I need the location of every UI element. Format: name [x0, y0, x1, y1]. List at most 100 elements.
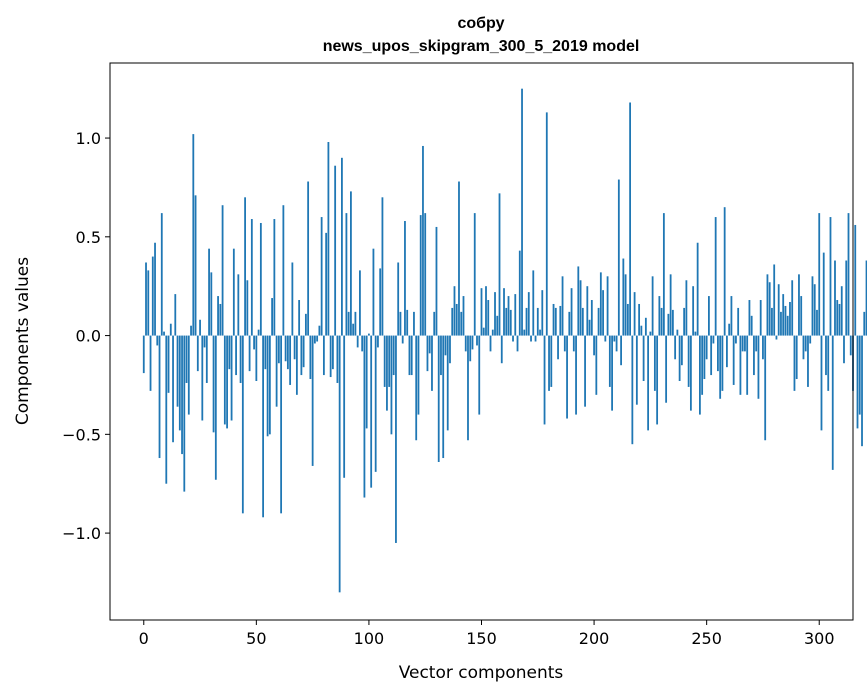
bar-60	[277, 335, 280, 364]
bar-101	[370, 335, 373, 488]
bar-293	[802, 335, 805, 360]
bar-229	[658, 296, 661, 336]
bar-135	[446, 335, 449, 431]
bar-196	[584, 335, 586, 407]
bar-214	[624, 274, 627, 336]
bar-171	[527, 292, 530, 336]
bar-250	[705, 335, 708, 360]
bar-22	[192, 134, 195, 336]
bar-163	[509, 309, 512, 336]
plot-frame	[109, 62, 854, 621]
bar-305	[829, 217, 832, 336]
bar-56	[268, 335, 271, 435]
bar-79	[320, 217, 323, 336]
bar-302	[822, 252, 825, 336]
bar-99	[365, 335, 368, 429]
bar-189	[568, 311, 571, 336]
bar-116	[404, 221, 406, 336]
x-tick-label: 0	[139, 629, 149, 648]
bar-215	[626, 303, 629, 336]
bar-246	[696, 242, 699, 336]
bar-314	[849, 335, 852, 356]
bar-15	[176, 335, 179, 407]
bar-13	[172, 335, 174, 443]
bar-141	[460, 311, 463, 336]
bar-94	[354, 311, 357, 336]
bar-316	[854, 224, 857, 336]
bar-278	[768, 282, 771, 336]
bar-16	[178, 335, 181, 431]
bar-98	[363, 335, 366, 498]
bar-274	[759, 300, 762, 336]
bar-272	[755, 335, 758, 352]
bar-287	[789, 302, 791, 336]
bar-317	[856, 335, 859, 429]
bar-45	[244, 197, 246, 336]
bar-273	[757, 335, 760, 399]
bar-165	[514, 294, 517, 336]
bar-24	[196, 335, 199, 372]
bar-129	[433, 311, 436, 336]
bar-241	[685, 280, 688, 336]
bar-97	[361, 335, 364, 352]
bar-161	[505, 307, 508, 336]
bar-48	[250, 219, 253, 336]
bar-95	[356, 335, 359, 348]
bar-83	[329, 335, 332, 378]
bar-230	[660, 307, 663, 336]
bar-122	[417, 335, 420, 415]
bar-36	[223, 335, 226, 425]
bar-106	[381, 197, 384, 336]
bar-195	[581, 307, 584, 336]
bar-47	[248, 335, 251, 372]
bar-69	[298, 300, 301, 336]
bar-35	[221, 205, 224, 336]
bar-236	[674, 335, 677, 360]
bar-111	[392, 335, 395, 376]
x-tick-label: 200	[579, 629, 610, 648]
bar-82	[327, 142, 330, 336]
bar-306	[831, 335, 834, 470]
bar-270	[750, 315, 753, 336]
bar-201	[595, 335, 598, 395]
bar-160	[503, 288, 505, 336]
bar-321	[865, 260, 867, 336]
bar-138	[453, 286, 456, 336]
bar-262	[732, 335, 735, 385]
bar-109	[388, 335, 391, 387]
bar-263	[735, 335, 737, 344]
bar-39	[230, 335, 233, 421]
bar-93	[352, 323, 355, 336]
bar-269	[748, 300, 751, 336]
bar-308	[836, 300, 839, 336]
bar-38	[228, 335, 231, 370]
bar-107	[383, 335, 386, 387]
x-tick-label: 300	[804, 629, 835, 648]
bar-198	[588, 319, 591, 336]
bar-65	[289, 335, 292, 385]
bar-66	[291, 262, 294, 336]
bar-71	[302, 335, 305, 368]
bar-313	[847, 213, 850, 336]
bar-181	[550, 335, 553, 387]
bar-25	[199, 319, 201, 336]
bar-258	[723, 207, 726, 336]
y-tick-label: 1.0	[76, 129, 101, 148]
bar-178	[543, 335, 546, 425]
bar-152	[485, 286, 487, 336]
bar-30	[210, 272, 213, 336]
bar-78	[318, 325, 321, 336]
bar-70	[300, 335, 303, 376]
bar-200	[593, 335, 595, 356]
bar-77	[316, 335, 319, 342]
y-axis-label: Components values	[13, 257, 33, 425]
bar-72	[304, 313, 307, 336]
bar-156	[494, 292, 496, 336]
bar-225	[649, 331, 652, 336]
bar-233	[667, 313, 670, 336]
x-axis-label: Vector components	[399, 663, 564, 683]
bar-221	[640, 325, 643, 336]
bar-312	[845, 260, 848, 336]
bar-51	[257, 329, 260, 336]
bar-199	[590, 300, 593, 336]
